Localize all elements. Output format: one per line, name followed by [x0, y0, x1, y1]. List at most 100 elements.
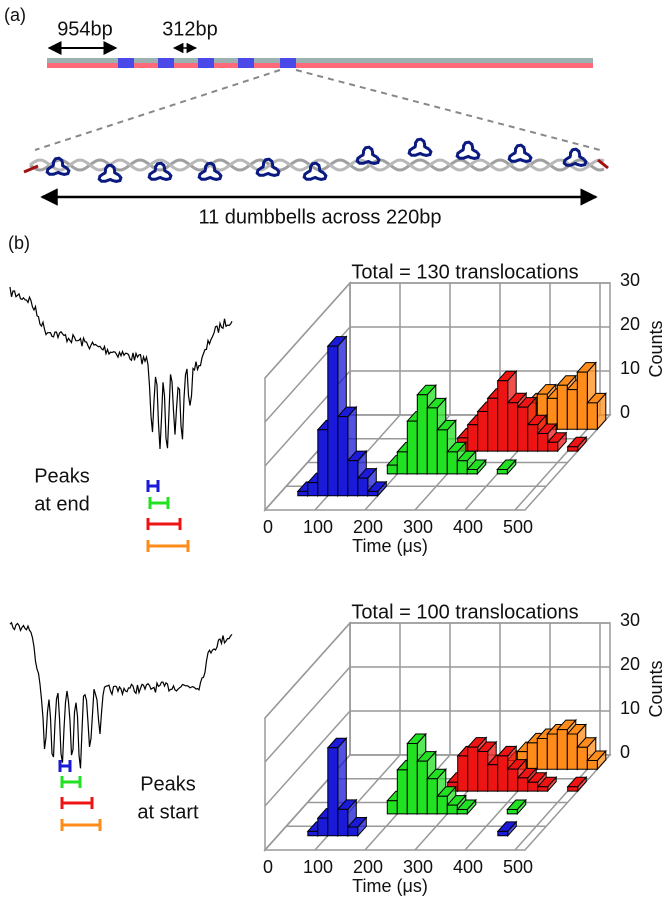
bar: [536, 775, 558, 793]
grid-line: [264, 370, 610, 467]
bar-front: [507, 768, 519, 792]
bar-front: [507, 402, 519, 452]
dumbbell: [507, 143, 533, 164]
bar-front: [337, 416, 349, 497]
dumbbell: [45, 156, 71, 177]
bar: [456, 798, 477, 816]
trace-label: at end: [34, 493, 90, 515]
bar-front: [497, 380, 509, 452]
bar-front: [466, 469, 478, 475]
bar-front: [386, 464, 398, 475]
bar-front: [347, 826, 359, 837]
bar-front: [467, 424, 479, 452]
bar-front: [477, 411, 489, 452]
grid-line: [264, 326, 610, 423]
grid-line: [264, 282, 610, 379]
bar-front: [327, 345, 339, 497]
bar-front: [436, 429, 448, 475]
bar-front: [347, 460, 359, 497]
bar: [366, 480, 388, 498]
x-axis-label: Time (μs): [352, 536, 428, 556]
bar-front: [526, 742, 538, 770]
bar: [546, 431, 568, 453]
current-trace: [9, 286, 233, 450]
bar-front: [456, 809, 468, 815]
bar-front: [416, 394, 428, 475]
bar-front: [416, 760, 428, 815]
bar-front: [317, 817, 329, 837]
bar-front: [337, 808, 349, 837]
spacing-label: 312bp: [162, 18, 218, 40]
bar-front: [357, 477, 369, 497]
bar-front: [367, 490, 379, 497]
z-tick-label: 20: [620, 654, 640, 674]
bar-front: [467, 746, 479, 792]
zoom-line: [295, 69, 601, 151]
grid-line: [264, 622, 610, 719]
x-tick-label: 0: [263, 857, 273, 877]
dumbbell: [255, 157, 281, 178]
bar-front: [317, 429, 329, 497]
x-tick-label: 400: [453, 857, 483, 877]
bar-front: [536, 738, 548, 770]
histogram-3d: 0 100 200 300 400 500 0 10 20 30 Time (μs) Counts To…: [263, 261, 666, 555]
bar-front: [527, 781, 539, 792]
x-tick-label: 500: [503, 517, 533, 537]
bar-front: [586, 760, 598, 770]
z-axis-label: Counts: [646, 320, 666, 377]
x-tick-label: 0: [263, 517, 273, 537]
bar: [566, 775, 588, 793]
bar-front: [537, 433, 549, 452]
dumbbell-sites: [118, 58, 296, 68]
bar-front: [497, 830, 509, 837]
dumbbell: [302, 161, 328, 182]
bar-front: [446, 451, 458, 475]
bar-front: [426, 778, 438, 815]
dna-strand: [47, 58, 593, 63]
bar-front: [436, 795, 448, 815]
bar: [586, 749, 607, 771]
bar-front: [406, 743, 418, 815]
bar-front: [327, 747, 339, 837]
bar-front: [586, 402, 598, 430]
bar: [496, 458, 517, 476]
x-axis-label: Time (μs): [352, 876, 428, 896]
dna-helix: [23, 137, 609, 184]
bar-front: [456, 460, 468, 475]
x-tick-label: 300: [403, 857, 433, 877]
z-tick-label: 20: [620, 314, 640, 334]
bar-front: [567, 446, 579, 452]
bar-front: [576, 371, 588, 430]
zoom-line: [34, 69, 281, 151]
bar-front: [566, 733, 578, 770]
dumbbell: [407, 137, 433, 158]
bar-front: [487, 764, 499, 792]
x-tick-label: 400: [453, 517, 483, 537]
x-tick-label: 100: [303, 857, 333, 877]
bar-front: [297, 490, 309, 497]
z-tick-label: 10: [620, 698, 640, 718]
bar: [566, 435, 588, 453]
bar-front: [556, 729, 568, 770]
bar-front: [496, 469, 508, 475]
bar-front: [576, 746, 588, 770]
grid-line: [264, 666, 610, 763]
chart-title: Total = 100 translocations: [351, 601, 578, 623]
z-tick-label: 10: [620, 358, 640, 378]
peak-brackets: [58, 480, 190, 831]
dumbbell: [562, 147, 588, 168]
bar: [496, 820, 518, 838]
helix-end: [23, 164, 39, 174]
bar-front: [396, 451, 408, 475]
z-axis-label: Counts: [646, 660, 666, 717]
panel-label: (b): [8, 233, 30, 253]
bar-front: [567, 786, 579, 792]
z-tick-label: 30: [620, 610, 640, 630]
x-tick-label: 200: [353, 517, 383, 537]
z-tick-label: 30: [620, 270, 640, 290]
bar: [586, 392, 607, 431]
bar-front: [546, 733, 558, 770]
bar-front: [527, 424, 539, 452]
bar-front: [487, 397, 499, 452]
bar: [466, 458, 487, 476]
